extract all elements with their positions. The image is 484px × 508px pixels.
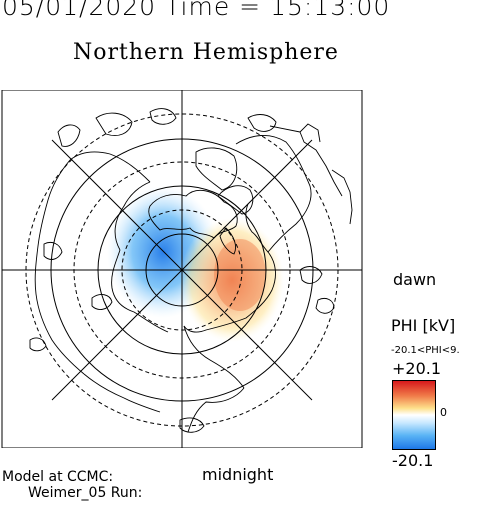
legend-zero-label: 0 — [440, 406, 447, 419]
datetime-header: 05/01/2020 Time = 15:13:00 — [2, 0, 391, 21]
model-credit: Model at CCMC: — [2, 469, 114, 485]
legend-title: PHI [kV] — [391, 316, 456, 335]
run-credit: Weimer_05 Run: — [28, 485, 143, 501]
legend-range-text: -20.1<PHI<9. — [391, 345, 460, 356]
coastlines — [29, 108, 353, 433]
midnight-label: midnight — [202, 465, 274, 484]
meridian-lines — [2, 90, 362, 448]
positive-potential-cell — [180, 218, 284, 342]
legend-color-bar — [392, 380, 436, 450]
dawn-label: dawn — [393, 270, 437, 289]
polar-map — [1, 90, 363, 448]
meridian-line — [51, 139, 313, 401]
legend-max-label: +20.1 — [392, 359, 442, 378]
hemisphere-title: Northern Hemisphere — [73, 40, 339, 65]
positive-potential-core — [214, 239, 266, 311]
legend-min-label: -20.1 — [392, 451, 434, 470]
